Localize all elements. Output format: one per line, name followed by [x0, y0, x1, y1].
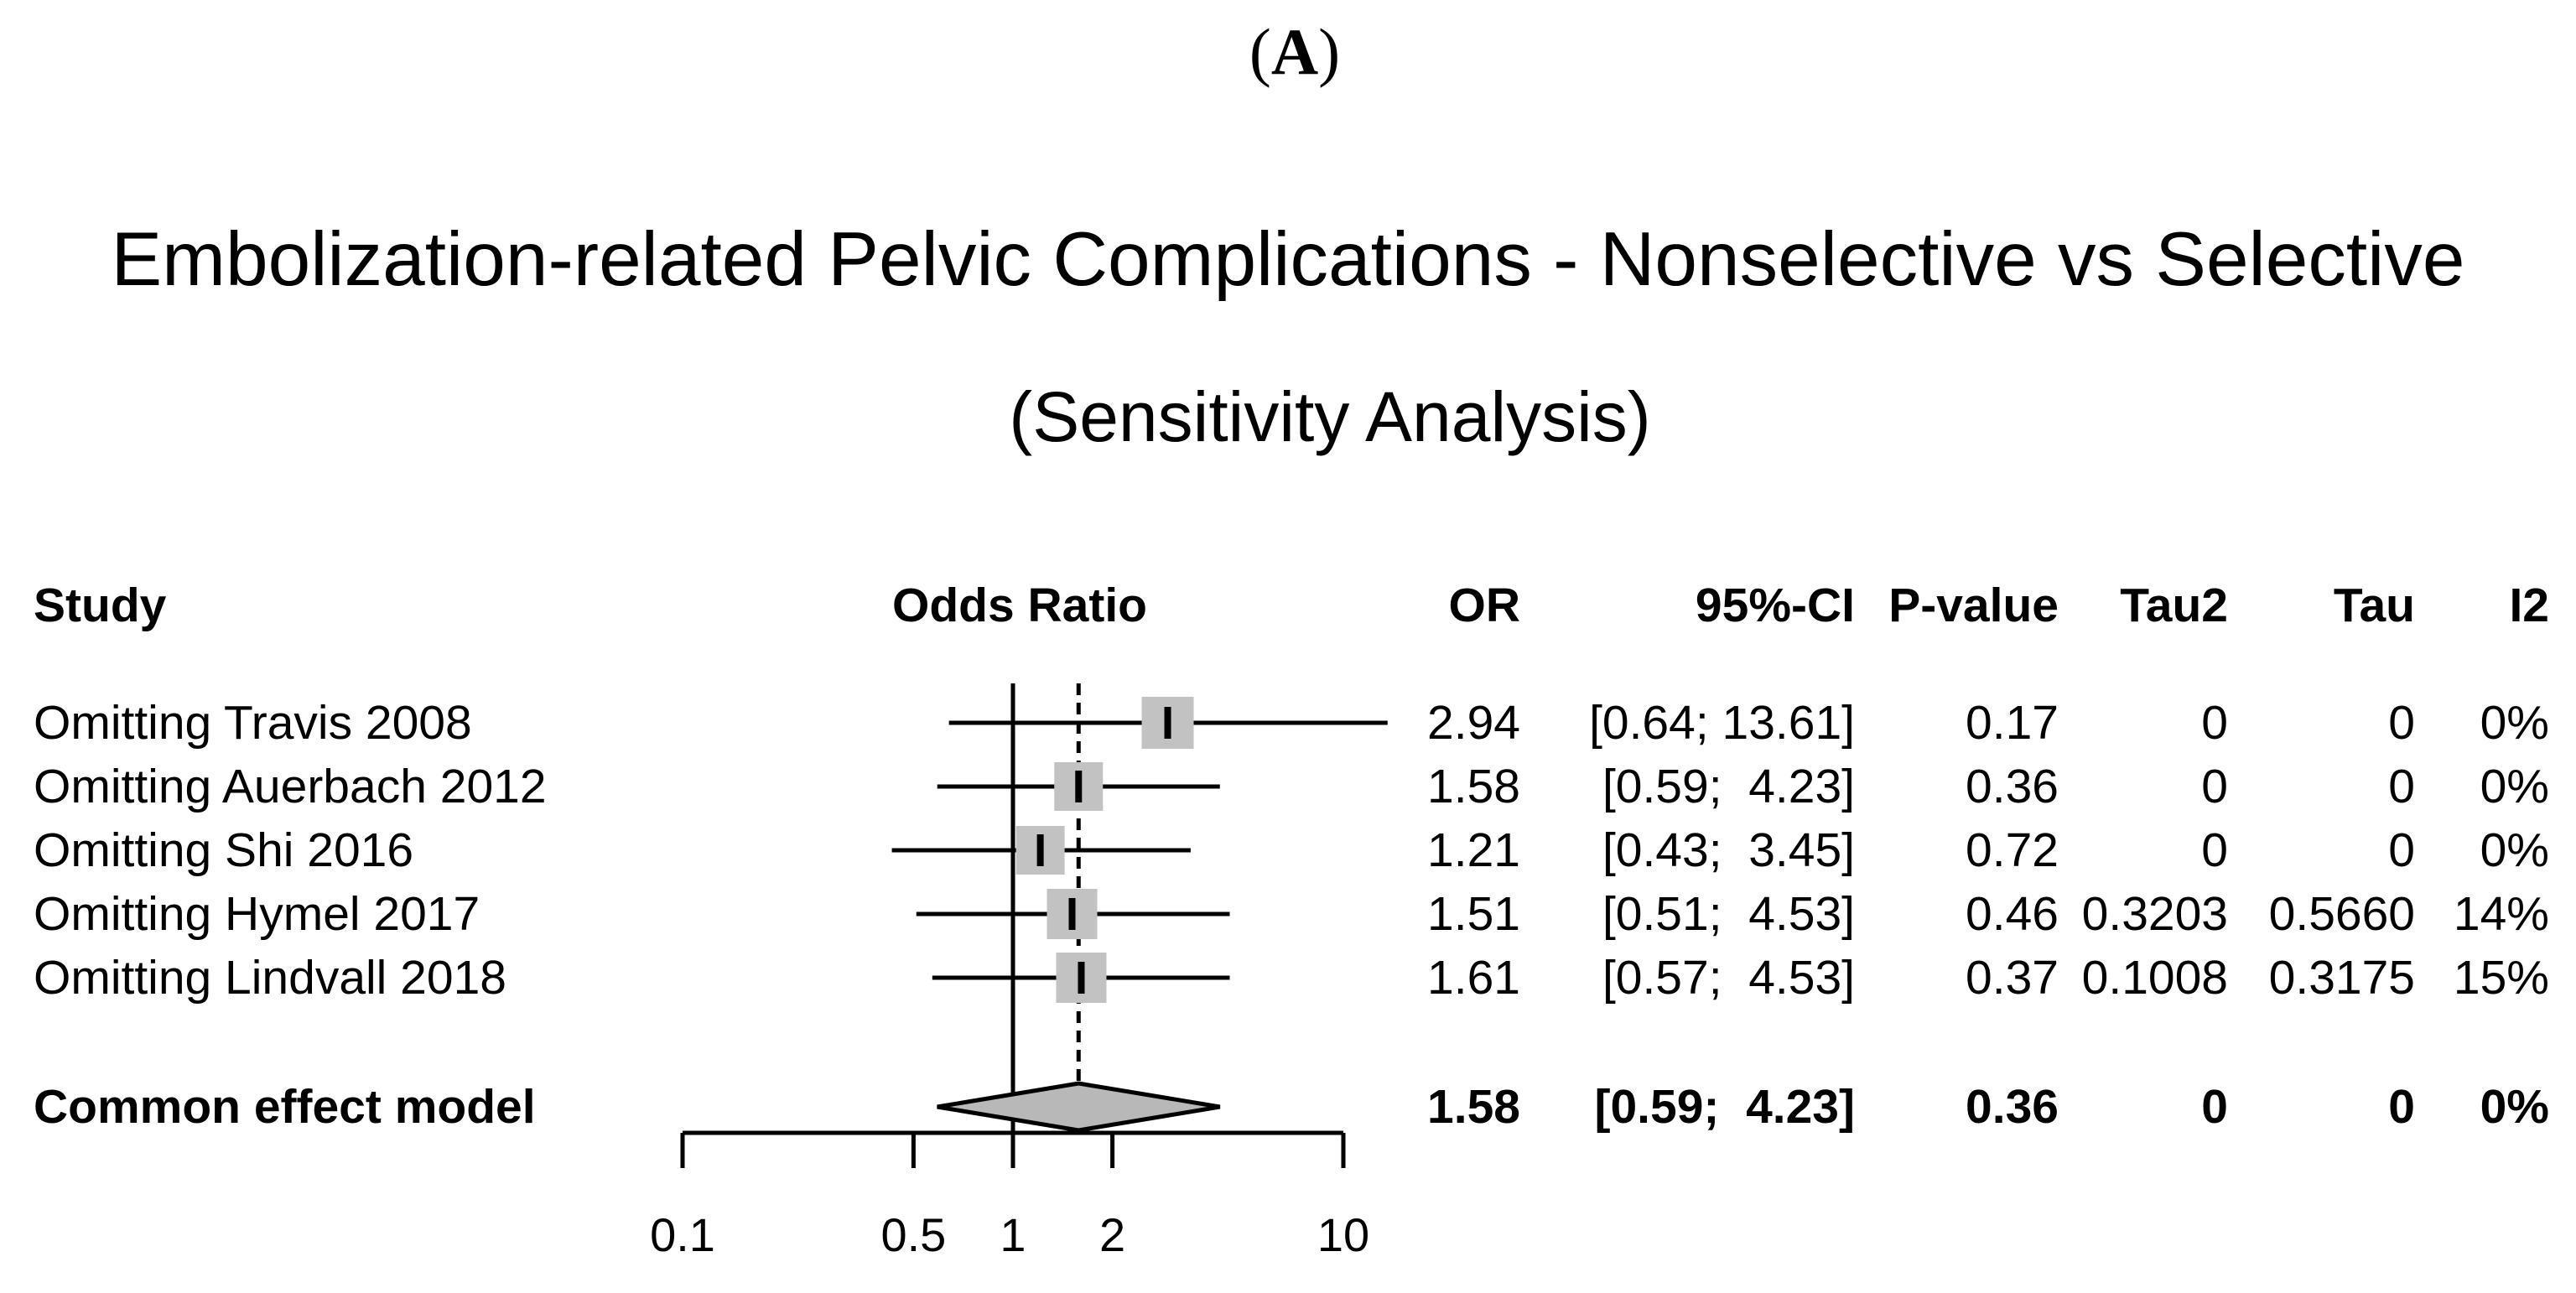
- tau-value: 0: [2388, 760, 2415, 813]
- study-label: Omitting Lindvall 2018: [34, 951, 506, 1005]
- panel-paren-open: (: [1249, 15, 1271, 88]
- x-axis-tick-label: 2: [1099, 1208, 1125, 1261]
- study-row: Omitting Travis 2008 2.94 [0.64; 13.61] …: [0, 699, 2576, 750]
- column-header-tau2: Tau2: [2120, 579, 2228, 632]
- panel-label: (A): [1249, 19, 1340, 85]
- ci-value: [0.59; 4.23]: [1602, 760, 1855, 813]
- tau-value: 0.3175: [2268, 951, 2415, 1005]
- x-axis-tick-label: 0.1: [650, 1208, 715, 1261]
- tau-value: 0: [2388, 823, 2415, 877]
- column-header-pvalue: P-value: [1888, 579, 2059, 632]
- study-row: Omitting Lindvall 2018 1.61 [0.57; 4.53]…: [0, 954, 2576, 1005]
- ci-value: [0.64; 13.61]: [1589, 696, 1855, 750]
- column-header-i2: I2: [2509, 579, 2549, 632]
- i2-value: 0%: [2480, 696, 2549, 750]
- column-header-odds-ratio: Odds Ratio: [891, 579, 1148, 632]
- i2-value: 0%: [2480, 760, 2549, 813]
- or-value: 1.61: [1427, 951, 1520, 1005]
- ci-value: [0.43; 3.45]: [1602, 823, 1855, 877]
- study-label: Omitting Travis 2008: [34, 696, 472, 750]
- point-estimate-tick: [1036, 834, 1044, 866]
- summary-diamond: [937, 1081, 1221, 1133]
- ci-value: [0.51; 4.53]: [1602, 887, 1855, 941]
- summary-i2-value: 0%: [2480, 1080, 2549, 1134]
- study-label: Omitting Shi 2016: [34, 823, 414, 877]
- column-header-or: OR: [1448, 579, 1521, 632]
- tau2-value: 0: [2201, 760, 2228, 813]
- pvalue-value: 0.37: [1966, 951, 2059, 1005]
- tau-value: 0.5660: [2268, 887, 2415, 941]
- column-header-row: Study Odds Ratio OR 95%-CI P-value Tau2 …: [0, 582, 2576, 632]
- summary-pvalue-value: 0.36: [1966, 1080, 2059, 1134]
- summary-tau2-value: 0: [2201, 1080, 2228, 1134]
- pvalue-value: 0.46: [1966, 887, 2059, 941]
- panel-letter: A: [1270, 15, 1319, 88]
- or-value: 1.58: [1427, 760, 1520, 813]
- study-row: Omitting Hymel 2017 1.51 [0.51; 4.53] 0.…: [0, 891, 2576, 941]
- summary-or-value: 1.58: [1427, 1080, 1520, 1134]
- summary-label: Common effect model: [34, 1080, 536, 1134]
- study-row: Omitting Shi 2016 1.21 [0.43; 3.45] 0.72…: [0, 827, 2576, 877]
- tau-value: 0: [2388, 696, 2415, 750]
- study-row: Omitting Auerbach 2012 1.58 [0.59; 4.23]…: [0, 763, 2576, 813]
- tau2-value: 0: [2201, 823, 2228, 877]
- figure-subtitle: (Sensitivity Analysis): [1009, 377, 1651, 456]
- i2-value: 15%: [2453, 951, 2549, 1005]
- x-axis-tick-label: 0.5: [880, 1208, 946, 1261]
- point-estimate-tick: [1068, 898, 1076, 930]
- column-header-study: Study: [34, 579, 167, 632]
- x-axis-tick-label: 1: [1000, 1208, 1026, 1261]
- pvalue-value: 0.36: [1966, 760, 2059, 813]
- summary-row: Common effect model 1.58 [0.59; 4.23] 0.…: [0, 1083, 2576, 1134]
- point-estimate-tick: [1075, 771, 1083, 802]
- ci-value: [0.57; 4.53]: [1602, 951, 1855, 1005]
- column-header-ci: 95%-CI: [1695, 579, 1855, 632]
- pvalue-value: 0.17: [1966, 696, 2059, 750]
- point-estimate-tick: [1078, 962, 1085, 994]
- x-axis-tick-label: 10: [1317, 1208, 1369, 1261]
- or-value: 1.51: [1427, 887, 1520, 941]
- figure-title: Embolization-related Pelvic Complication…: [111, 217, 2465, 302]
- study-label: Omitting Hymel 2017: [34, 887, 480, 941]
- pvalue-value: 0.72: [1966, 823, 2059, 877]
- i2-value: 14%: [2453, 887, 2549, 941]
- or-value: 1.21: [1427, 823, 1520, 877]
- study-label: Omitting Auerbach 2012: [34, 760, 547, 813]
- or-value: 2.94: [1427, 696, 1520, 750]
- panel-paren-close: ): [1318, 15, 1341, 88]
- tau2-value: 0: [2201, 696, 2228, 750]
- point-estimate-tick: [1164, 707, 1171, 739]
- summary-tau-value: 0: [2388, 1080, 2415, 1134]
- i2-value: 0%: [2480, 823, 2549, 877]
- tau2-value: 0.1008: [2081, 951, 2228, 1005]
- column-header-tau: Tau: [2333, 579, 2415, 632]
- tau2-value: 0.3203: [2081, 887, 2228, 941]
- summary-ci-value: [0.59; 4.23]: [1594, 1080, 1856, 1134]
